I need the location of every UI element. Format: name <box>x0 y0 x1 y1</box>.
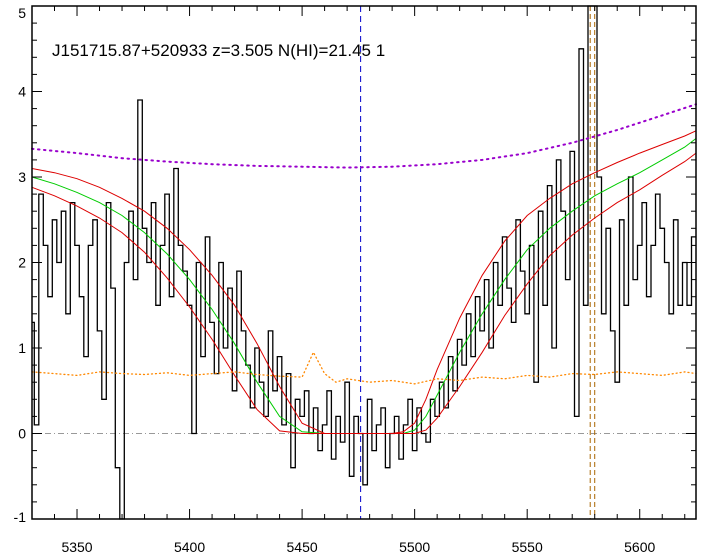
y-tick-label: -1 <box>14 509 27 525</box>
series-model <box>31 138 697 434</box>
y-tick-label: 0 <box>18 426 26 442</box>
series-error <box>31 350 697 385</box>
series-flux <box>32 5 696 520</box>
axis-ticks-layer: 5350 5400 5450 5500 5550 5600 -1 0 1 2 3 4 5 <box>14 5 696 555</box>
x-tick-label: 5450 <box>287 539 318 555</box>
chart-title: J151715.87+520933 z=3.505 N(HI)=21.45 1 <box>52 41 385 60</box>
series-continuum <box>31 103 697 169</box>
series-model-lower <box>31 152 697 434</box>
y-tick-label: 2 <box>18 255 26 271</box>
y-tick-label: 1 <box>18 340 26 356</box>
x-tick-label: 5400 <box>174 539 205 555</box>
y-tick-label: 3 <box>18 169 26 185</box>
x-tick-label: 5550 <box>512 539 543 555</box>
y-tick-label: 4 <box>18 84 26 100</box>
y-tick-label: 5 <box>18 5 26 21</box>
x-tick-label: 5600 <box>624 539 655 555</box>
plot-lines-layer <box>31 5 697 520</box>
x-tick-label: 5350 <box>61 539 92 555</box>
x-tick-label: 5500 <box>399 539 430 555</box>
